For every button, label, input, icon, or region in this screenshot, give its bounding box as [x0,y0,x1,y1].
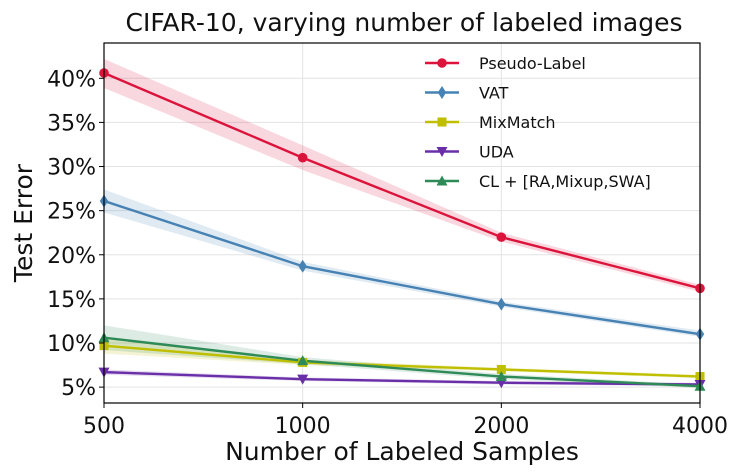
x-axis-ticks: 500 1000 2000 4000 [83,403,728,439]
chart-title: CIFAR-10, varying number of labeled imag… [125,8,682,37]
point-cl-ra-mixup-swa [495,371,507,382]
legend: Pseudo-Label VAT MixMatch UDA CL + [RA,Mixup… [425,54,651,191]
x-tick-label: 4000 [672,414,728,439]
x-tick-label: 1000 [275,414,331,439]
point-mixmatch [496,364,506,374]
y-tick-label: 20% [47,244,96,269]
point-pseudo-label [297,152,308,163]
line-cl-ra-mixup-swa [103,336,701,388]
y-tick-label: 5% [61,376,96,401]
y-tick-label: 30% [47,156,96,181]
line-vat [103,199,701,336]
series-lines [103,71,701,388]
y-tick-label: 35% [47,111,96,136]
line-uda [103,370,701,386]
x-tick-label: 2000 [473,414,529,439]
y-tick-label: 40% [47,67,96,92]
grid [103,43,701,403]
band-vat [104,189,700,337]
point-vat [497,297,506,311]
y-tick-label: 15% [47,288,96,313]
point-vat [298,259,307,273]
legend-label-pseudo-label: Pseudo-Label [479,54,586,73]
legend-label-mixmatch: MixMatch [479,113,556,132]
x-tick-label: 500 [83,414,125,439]
point-pseudo-label [496,232,507,242]
confidence-bands [104,58,700,388]
line-pseudo-label [103,71,701,290]
legend-marker-pseudo-label [437,58,447,68]
point-cl-ra-mixup-swa [297,355,309,366]
line-mixmatch [103,344,701,378]
legend-label-vat: VAT [479,84,509,103]
plot-frame [103,42,701,404]
point-uda [297,374,309,385]
y-tick-label: 10% [47,332,96,357]
legend-marker-cl-ra-mixup-swa [436,175,448,186]
y-tick-label: 25% [47,200,96,225]
legend-marker-uda [436,147,448,157]
legend-marker-mixmatch [437,117,447,127]
legend-marker-vat [437,86,447,99]
x-axis-label: Number of Labeled Samples [225,437,579,466]
y-axis-ticks: 5% 10% 15% 20% 25% 30% 35% 40% [47,67,104,401]
legend-label-uda: UDA [479,143,514,162]
legend-label-cl-ra-mixup-swa: CL + [RA,Mixup,SWA] [479,172,651,191]
y-axis-label: Test Error [9,163,38,283]
